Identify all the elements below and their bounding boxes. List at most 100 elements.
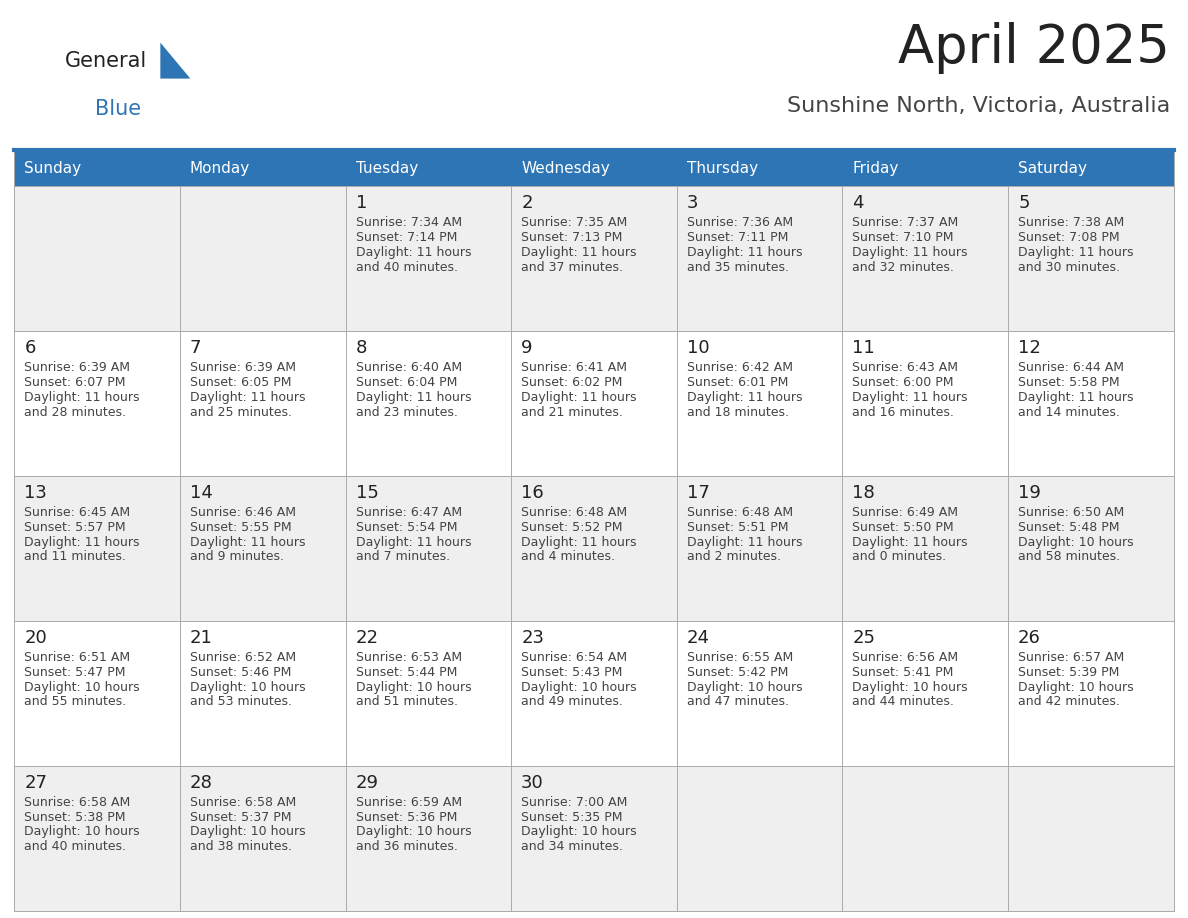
Text: Sunset: 7:11 PM: Sunset: 7:11 PM (687, 231, 788, 244)
Text: and 34 minutes.: and 34 minutes. (522, 840, 623, 853)
Text: and 30 minutes.: and 30 minutes. (1018, 261, 1120, 274)
Text: Daylight: 11 hours: Daylight: 11 hours (853, 391, 968, 404)
Text: and 23 minutes.: and 23 minutes. (355, 406, 457, 419)
Text: Sunrise: 6:39 AM: Sunrise: 6:39 AM (24, 361, 131, 375)
Text: Sunset: 6:02 PM: Sunset: 6:02 PM (522, 376, 623, 389)
Text: Daylight: 11 hours: Daylight: 11 hours (687, 391, 802, 404)
Text: Sunset: 5:54 PM: Sunset: 5:54 PM (355, 521, 457, 534)
Text: 9: 9 (522, 340, 532, 357)
Text: Sunrise: 6:50 AM: Sunrise: 6:50 AM (1018, 506, 1124, 519)
Text: and 16 minutes.: and 16 minutes. (853, 406, 954, 419)
Text: Sunset: 6:00 PM: Sunset: 6:00 PM (853, 376, 954, 389)
Text: 19: 19 (1018, 484, 1041, 502)
Text: Sunrise: 7:35 AM: Sunrise: 7:35 AM (522, 217, 627, 230)
Text: 25: 25 (853, 629, 876, 647)
Text: Sunset: 5:51 PM: Sunset: 5:51 PM (687, 521, 789, 534)
Text: Sunrise: 7:00 AM: Sunrise: 7:00 AM (522, 796, 627, 809)
Text: and 55 minutes.: and 55 minutes. (24, 695, 126, 709)
Bar (14, 766, 179, 911)
Text: Thursday: Thursday (687, 162, 758, 176)
Text: 7: 7 (190, 340, 202, 357)
Text: Daylight: 10 hours: Daylight: 10 hours (522, 680, 637, 693)
Text: Friday: Friday (853, 162, 899, 176)
Bar (1009, 151, 1174, 186)
Text: Daylight: 11 hours: Daylight: 11 hours (522, 246, 637, 259)
Bar (346, 476, 511, 621)
Text: Daylight: 11 hours: Daylight: 11 hours (355, 391, 470, 404)
Text: April 2025: April 2025 (898, 22, 1170, 74)
Text: Sunrise: 6:42 AM: Sunrise: 6:42 AM (687, 361, 792, 375)
Bar (511, 331, 677, 476)
Text: Sunrise: 6:48 AM: Sunrise: 6:48 AM (687, 506, 792, 519)
Bar (511, 621, 677, 766)
Bar (14, 186, 179, 331)
Text: and 38 minutes.: and 38 minutes. (190, 840, 292, 853)
Bar (346, 331, 511, 476)
Text: Sunset: 7:10 PM: Sunset: 7:10 PM (853, 231, 954, 244)
Text: and 32 minutes.: and 32 minutes. (853, 261, 954, 274)
Text: Daylight: 11 hours: Daylight: 11 hours (355, 246, 470, 259)
Text: Sunset: 5:47 PM: Sunset: 5:47 PM (24, 666, 126, 678)
Text: 22: 22 (355, 629, 379, 647)
Bar (179, 766, 346, 911)
Text: Daylight: 11 hours: Daylight: 11 hours (687, 536, 802, 549)
Text: and 11 minutes.: and 11 minutes. (24, 551, 126, 564)
Text: Sunrise: 6:53 AM: Sunrise: 6:53 AM (355, 651, 462, 664)
Text: Sunrise: 6:59 AM: Sunrise: 6:59 AM (355, 796, 462, 809)
Text: Sunrise: 6:52 AM: Sunrise: 6:52 AM (190, 651, 296, 664)
Text: Sunset: 7:08 PM: Sunset: 7:08 PM (1018, 231, 1120, 244)
Text: Daylight: 11 hours: Daylight: 11 hours (1018, 246, 1133, 259)
Bar (14, 476, 179, 621)
Text: Sunset: 7:13 PM: Sunset: 7:13 PM (522, 231, 623, 244)
Text: General: General (65, 50, 147, 71)
Bar (511, 151, 677, 186)
Text: and 51 minutes.: and 51 minutes. (355, 695, 457, 709)
Text: Sunset: 5:35 PM: Sunset: 5:35 PM (522, 811, 623, 823)
Bar (1009, 621, 1174, 766)
Text: Sunrise: 6:44 AM: Sunrise: 6:44 AM (1018, 361, 1124, 375)
Text: Sunrise: 6:55 AM: Sunrise: 6:55 AM (687, 651, 794, 664)
Bar (346, 766, 511, 911)
Text: 20: 20 (24, 629, 48, 647)
Text: 18: 18 (853, 484, 876, 502)
Text: Daylight: 10 hours: Daylight: 10 hours (522, 825, 637, 838)
Text: Sunrise: 6:39 AM: Sunrise: 6:39 AM (190, 361, 296, 375)
Bar (677, 151, 842, 186)
Text: Daylight: 10 hours: Daylight: 10 hours (687, 680, 802, 693)
Bar (842, 151, 1009, 186)
Text: Daylight: 11 hours: Daylight: 11 hours (687, 246, 802, 259)
Text: Sunset: 5:52 PM: Sunset: 5:52 PM (522, 521, 623, 534)
Text: Daylight: 11 hours: Daylight: 11 hours (522, 536, 637, 549)
Text: 10: 10 (687, 340, 709, 357)
Text: Blue: Blue (95, 99, 141, 119)
Text: 23: 23 (522, 629, 544, 647)
Text: and 35 minutes.: and 35 minutes. (687, 261, 789, 274)
Text: Daylight: 11 hours: Daylight: 11 hours (522, 391, 637, 404)
Text: Daylight: 11 hours: Daylight: 11 hours (1018, 391, 1133, 404)
Text: Sunset: 5:41 PM: Sunset: 5:41 PM (853, 666, 954, 678)
Text: Sunset: 5:42 PM: Sunset: 5:42 PM (687, 666, 788, 678)
Text: and 0 minutes.: and 0 minutes. (853, 551, 947, 564)
Text: 11: 11 (853, 340, 876, 357)
Text: and 36 minutes.: and 36 minutes. (355, 840, 457, 853)
Bar (179, 151, 346, 186)
Text: Sunrise: 6:40 AM: Sunrise: 6:40 AM (355, 361, 462, 375)
Bar (14, 151, 179, 186)
Text: Sunset: 5:39 PM: Sunset: 5:39 PM (1018, 666, 1119, 678)
Text: Saturday: Saturday (1018, 162, 1087, 176)
Text: 27: 27 (24, 774, 48, 792)
Text: Sunshine North, Victoria, Australia: Sunshine North, Victoria, Australia (786, 96, 1170, 116)
Text: 21: 21 (190, 629, 213, 647)
Text: Sunset: 5:57 PM: Sunset: 5:57 PM (24, 521, 126, 534)
Text: 28: 28 (190, 774, 213, 792)
Text: and 25 minutes.: and 25 minutes. (190, 406, 292, 419)
Bar (511, 476, 677, 621)
Text: Daylight: 10 hours: Daylight: 10 hours (24, 680, 140, 693)
Text: Sunrise: 7:34 AM: Sunrise: 7:34 AM (355, 217, 462, 230)
Text: 16: 16 (522, 484, 544, 502)
Text: 26: 26 (1018, 629, 1041, 647)
Text: 17: 17 (687, 484, 709, 502)
Text: 29: 29 (355, 774, 379, 792)
Bar (677, 186, 842, 331)
Text: Sunrise: 6:45 AM: Sunrise: 6:45 AM (24, 506, 131, 519)
